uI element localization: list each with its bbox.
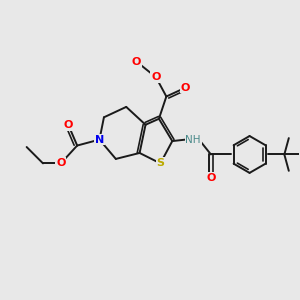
Text: NH: NH (185, 135, 201, 145)
Text: O: O (151, 72, 160, 82)
Text: O: O (132, 57, 141, 67)
Text: N: N (95, 135, 104, 145)
Text: O: O (56, 158, 65, 168)
Text: O: O (181, 82, 190, 93)
Text: O: O (64, 120, 73, 130)
Text: S: S (156, 158, 164, 168)
Text: O: O (206, 173, 216, 183)
